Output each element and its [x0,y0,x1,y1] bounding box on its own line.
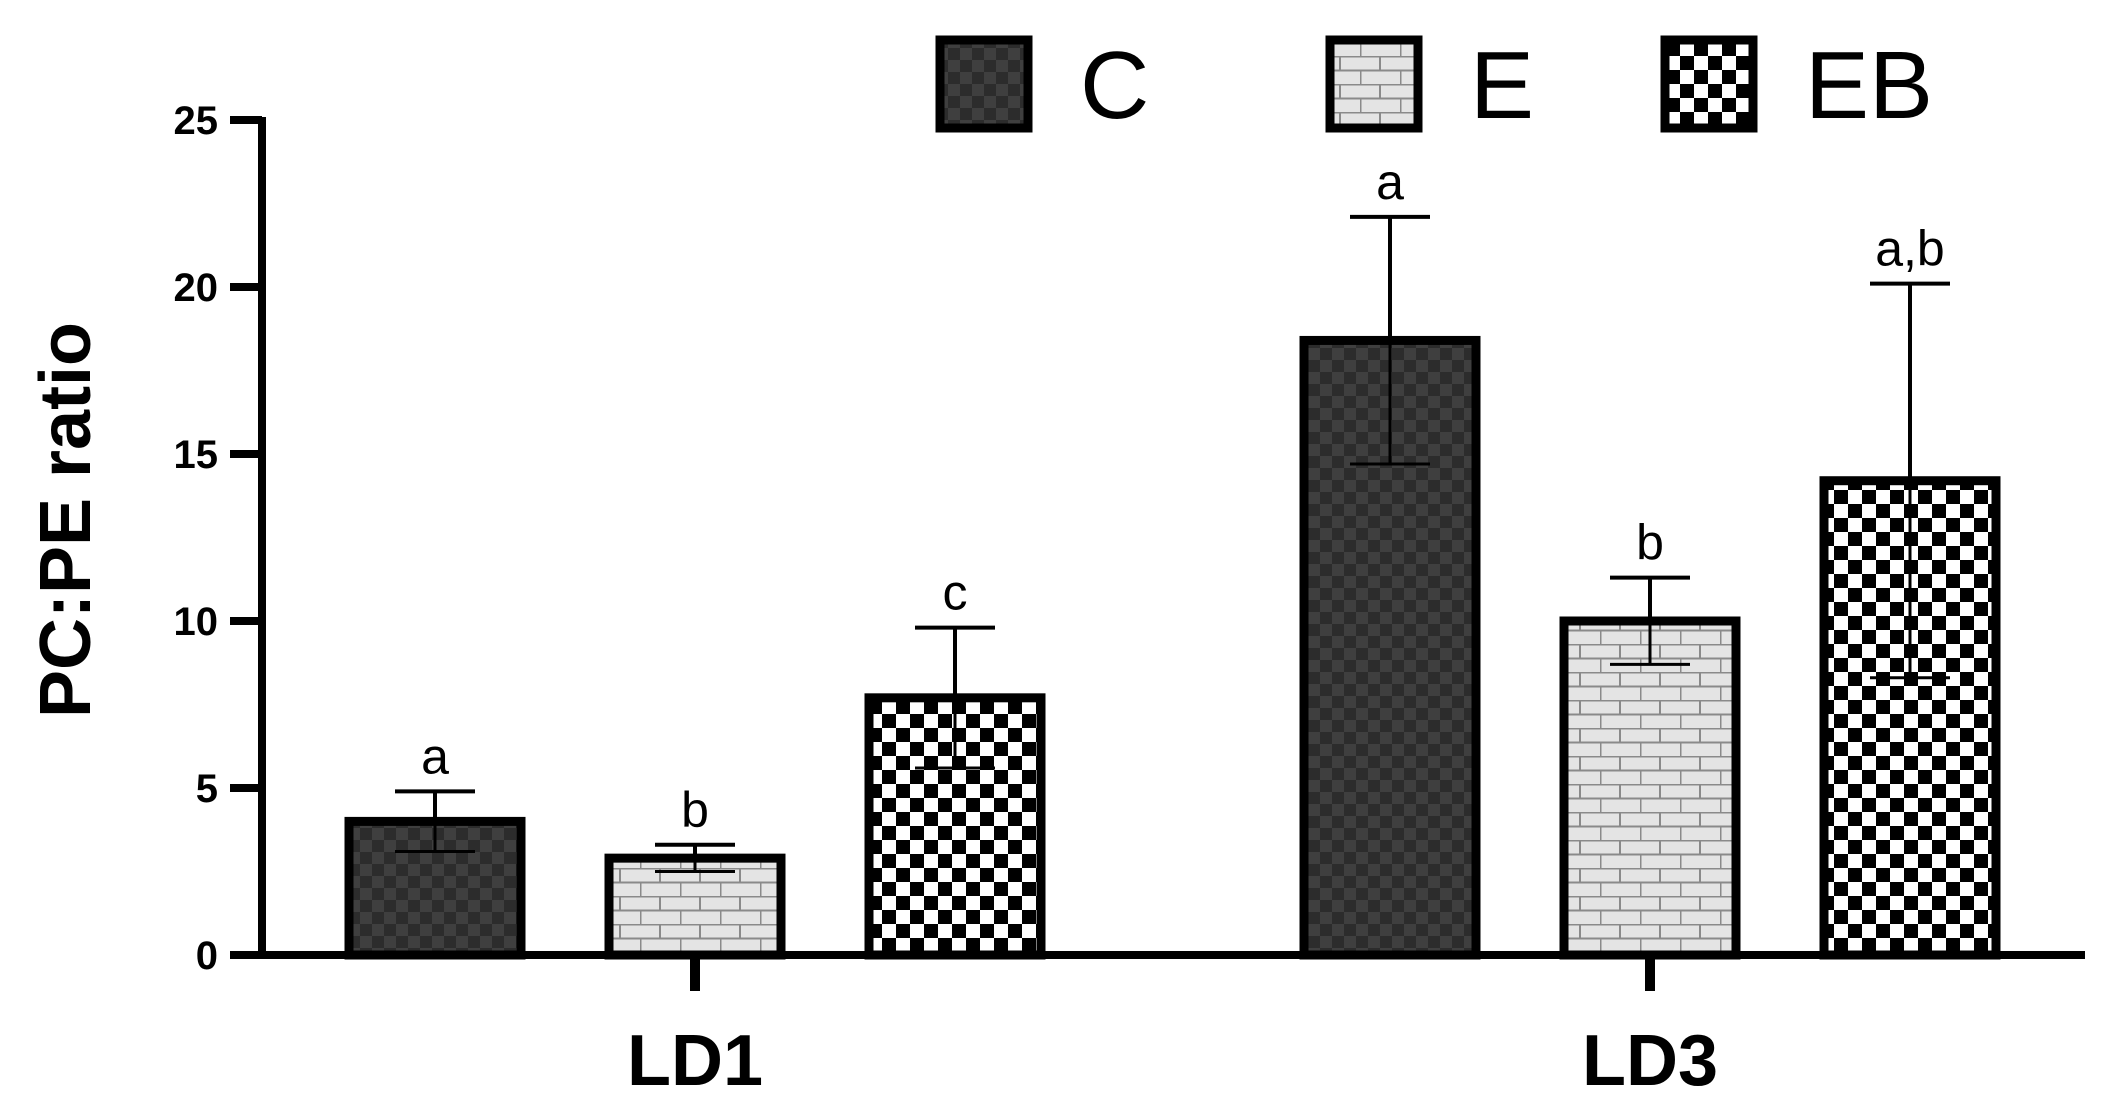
legend-label: E [1470,32,1534,139]
legend-label: C [1080,32,1149,139]
significance-label: a [1376,154,1404,210]
bar [1559,616,1741,960]
y-axis: 0 5 10 15 20 25 [174,99,266,978]
significance-label: a,b [1875,221,1945,277]
significance-label: a [421,728,449,784]
legend: C E EB [935,32,1933,139]
y-tick-label: 25 [174,99,219,143]
significance-label: b [681,782,709,838]
legend-swatch [935,35,1033,133]
x-category-label: LD3 [1582,1021,1718,1101]
y-tick-label: 5 [196,767,218,811]
legend-swatch [1660,35,1758,133]
y-tick-label: 15 [174,433,219,477]
bars: a a b b c a,b [344,154,2001,960]
y-tick-label: 0 [196,934,218,978]
y-axis-title: PC:PE ratio [26,322,106,718]
legend-label: EB [1805,32,1933,139]
y-tick-label: 20 [174,266,219,310]
x-category-label: LD1 [627,1021,763,1101]
y-tick-label: 10 [174,600,219,644]
significance-label: c [943,565,968,621]
legend-swatch [1325,35,1423,133]
x-axis: LD1 LD3 [258,951,2085,1101]
significance-label: b [1636,515,1664,571]
